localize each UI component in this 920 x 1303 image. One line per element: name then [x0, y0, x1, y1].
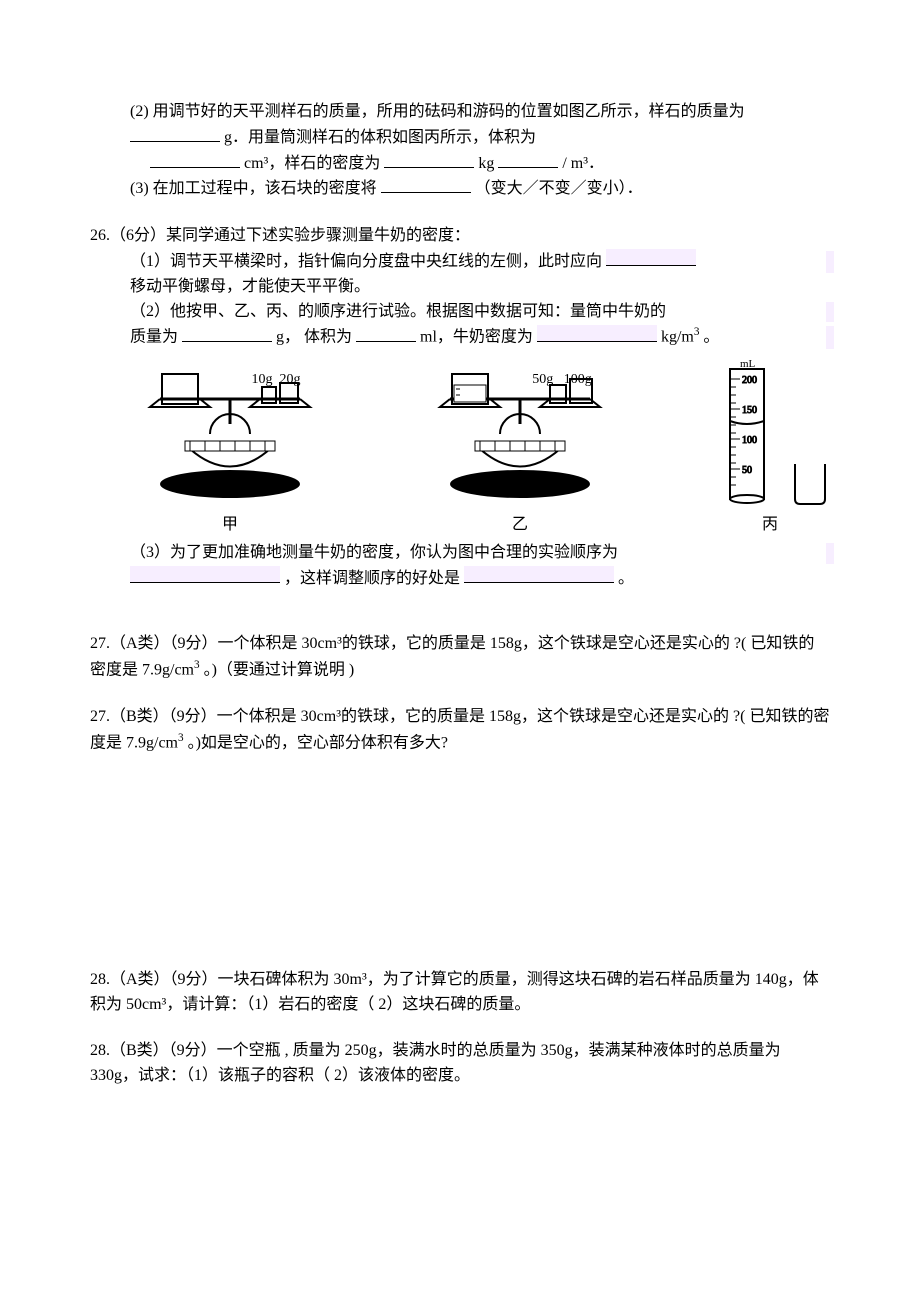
q27a-t1: 27.（A类）（9分）一个体积是 30cm³的铁球，它的质量是 158g，这个铁… [90, 635, 814, 678]
q26-figure-row: 10g 20g 甲 [130, 359, 830, 538]
q26-part3-a: （3）为了更加准确地测量牛奶的密度，你认为图中合理的实验顺序为 [90, 541, 830, 566]
blank-milk-mass[interactable] [182, 325, 272, 342]
label-bing: 丙 [762, 513, 778, 538]
q26-p2b-a: 质量为 [130, 329, 178, 346]
q26-p3c: 。 [618, 570, 634, 587]
question-27b: 27.（B类）（9分）一个体积是 30cm³的铁球，它的质量是 158g，这个铁… [90, 705, 830, 756]
balance-jia-svg [130, 369, 330, 509]
question-25-continued: (2) 用调节好的天平测样石的质量，所用的砝码和游码的位置如图乙所示，样石的质量… [90, 100, 830, 202]
label-jia: 甲 [222, 513, 238, 538]
question-26: 26.（6分）某同学通过下述实验步骤测量牛奶的密度： （1）调节天平横梁时，指针… [90, 224, 830, 592]
cyl-unit: mL [740, 359, 756, 370]
weight-50g: 50g [532, 372, 553, 387]
q26-p2b-e: 。 [703, 329, 719, 346]
q26-part1-tail: 移动平衡螺母，才能使天平平衡。 [90, 275, 830, 300]
q25-part2-line3: cm³，样石的密度为 kg / m³． [90, 151, 830, 177]
q25-p2-g: g．用量筒测样石的体积如图丙所示，体积为 [224, 129, 536, 146]
q26-part2-b: 质量为 g， 体积为 ml，牛奶密度为 kg/m3 。 [90, 324, 830, 350]
sup-3-c: 3 [178, 732, 184, 744]
q25-p2-kg: kg [478, 155, 494, 172]
q25-p2-cm3: cm³，样石的密度为 [244, 155, 380, 172]
work-space [90, 778, 830, 968]
q25-p3-tail: （变大／不变／变小）． [475, 180, 643, 197]
blank-direction[interactable] [606, 249, 696, 266]
q25-part3: (3) 在加工过程中，该石块的密度将 （变大／不变／变小）． [90, 176, 830, 202]
question-28a: 28.（A类）（9分）一块石碑体积为 30m³，为了计算它的质量，测得这块石碑的… [90, 968, 830, 1018]
tick-200: 200 [742, 375, 757, 386]
q25-p3: (3) 在加工过程中，该石块的密度将 [130, 180, 377, 197]
q27b-t2: 。)如是空心的，空心部分体积有多大? [188, 734, 448, 751]
blank-order[interactable] [130, 566, 280, 583]
q25-p2-m3: / m³． [562, 155, 604, 172]
small-beaker-svg [790, 459, 830, 509]
tick-150: 150 [742, 405, 757, 416]
weight-100g: 100g [564, 372, 592, 387]
q26-part2-a: （2）他按甲、乙、丙、的顺序进行试验。根据图中数据可知：量筒中牛奶的 [90, 300, 830, 325]
sup-3-b: 3 [194, 659, 200, 671]
blank-density-m3[interactable] [498, 151, 558, 168]
question-27a: 27.（A类）（9分）一个体积是 30cm³的铁球，它的质量是 158g，这个铁… [90, 632, 830, 683]
blank-milk-vol[interactable] [356, 325, 416, 342]
cylinder-svg: mL 200 150 100 50 [710, 359, 780, 509]
tick-100: 100 [742, 435, 757, 446]
q27a-t2: 。)（要通过计算说明 ) [204, 661, 355, 678]
q26-part1: （1）调节天平横梁时，指针偏向分度盘中央红线的左侧，此时应向 [90, 249, 830, 275]
weight-20g: 20g [280, 372, 301, 387]
weight-10g: 10g [252, 372, 273, 387]
q26-p2b-d: kg/m [661, 329, 694, 346]
q25-p2-intro: (2) 用调节好的天平测样石的质量，所用的砝码和游码的位置如图乙所示，样石的质量… [130, 103, 745, 120]
q26-p2b-b: g， 体积为 [276, 329, 352, 346]
q26-p1: （1）调节天平横梁时，指针偏向分度盘中央红线的左侧，此时应向 [130, 253, 602, 270]
q26-p3a: （3）为了更加准确地测量牛奶的密度，你认为图中合理的实验顺序为 [130, 544, 618, 561]
balance-yi-svg [420, 369, 620, 509]
blank-change[interactable] [381, 176, 471, 193]
balance-yi: 50g 100g 乙 [420, 369, 620, 538]
blank-milk-density[interactable] [537, 325, 657, 342]
sup-3-a: 3 [694, 326, 700, 338]
cylinder-bing: mL 200 150 100 50 [710, 359, 830, 538]
q25-part2: (2) 用调节好的天平测样石的质量，所用的砝码和游码的位置如图乙所示，样石的质量… [90, 100, 830, 151]
blank-benefit[interactable] [464, 566, 614, 583]
q26-part3-b: ，这样调整顺序的好处是 。 [90, 566, 830, 592]
blank-density-kg[interactable] [384, 151, 474, 168]
q26-p2b-c: ml，牛奶密度为 [420, 329, 533, 346]
cylinder-row: mL 200 150 100 50 [710, 359, 830, 509]
tick-50: 50 [742, 465, 752, 476]
balance-jia: 10g 20g 甲 [130, 369, 330, 538]
label-yi: 乙 [512, 513, 528, 538]
question-28b: 28.（B类）（9分）一个空瓶 , 质量为 250g，装满水时的总质量为 350… [90, 1039, 830, 1089]
blank-volume[interactable] [150, 151, 240, 168]
q26-p3b: ，这样调整顺序的好处是 [284, 570, 460, 587]
q26-title: 26.（6分）某同学通过下述实验步骤测量牛奶的密度： [90, 224, 830, 249]
blank-mass[interactable] [130, 125, 220, 142]
